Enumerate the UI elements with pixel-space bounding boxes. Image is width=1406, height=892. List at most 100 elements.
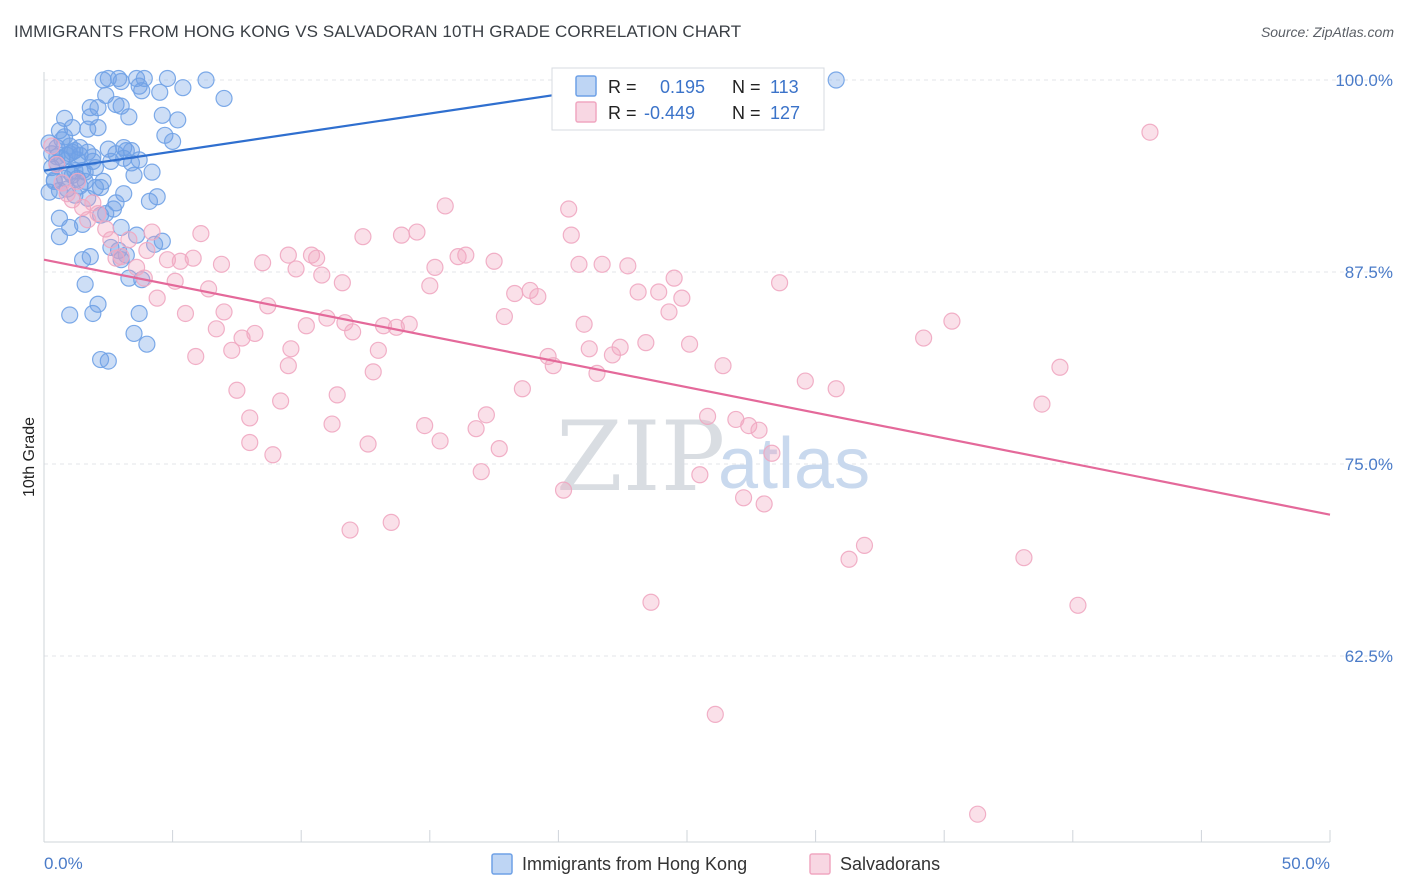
data-point	[855, 536, 874, 555]
data-point	[50, 209, 69, 227]
data-point	[593, 255, 611, 273]
legend-r-label-1: R =	[608, 77, 637, 97]
data-point	[241, 409, 259, 427]
data-point	[176, 304, 195, 323]
data-point	[73, 215, 92, 233]
data-point	[192, 225, 210, 243]
data-point	[151, 83, 169, 101]
data-point	[575, 315, 593, 333]
data-point	[915, 329, 933, 347]
data-point	[426, 258, 444, 276]
legend-swatch-salvadoran-bottom	[809, 853, 831, 875]
data-point	[323, 415, 341, 433]
data-point	[50, 228, 69, 246]
data-point	[827, 380, 845, 398]
data-point	[680, 335, 699, 353]
y-axis-label: 10th Grade	[21, 417, 38, 497]
y-tick-label-3: 62.5%	[1345, 647, 1393, 666]
source-credit: Source: ZipAtlas.com	[1260, 24, 1394, 40]
legend-r-value-2: -0.449	[644, 103, 695, 123]
data-point	[246, 324, 264, 343]
watermark-zip: ZIP	[556, 401, 725, 513]
data-point	[112, 72, 130, 91]
data-point	[943, 312, 961, 330]
trend-line-1	[43, 258, 1331, 516]
data-point	[279, 246, 297, 264]
data-point	[308, 249, 326, 267]
data-point	[706, 705, 724, 723]
data-point	[89, 119, 107, 137]
legend-r-label-2: R =	[608, 103, 637, 123]
data-point	[120, 231, 138, 249]
series-salvadoran-points	[43, 123, 1159, 823]
data-point	[84, 152, 102, 171]
data-point	[212, 255, 231, 273]
data-point	[102, 231, 120, 249]
data-point	[570, 255, 588, 273]
data-point	[174, 79, 192, 97]
data-point	[125, 324, 143, 343]
data-point	[611, 338, 629, 356]
data-point	[431, 432, 449, 450]
data-point	[135, 69, 153, 88]
data-point	[68, 172, 87, 190]
data-point	[302, 246, 321, 264]
data-point	[84, 148, 102, 166]
data-point	[215, 89, 233, 108]
data-point	[740, 417, 758, 435]
data-point	[272, 392, 290, 410]
data-point	[554, 481, 573, 499]
data-point	[691, 466, 709, 484]
data-point	[1051, 358, 1069, 376]
data-point	[84, 304, 102, 323]
data-point	[660, 303, 678, 321]
data-point	[665, 269, 683, 287]
legend-n-label-1: N =	[732, 77, 761, 97]
data-point	[228, 381, 246, 399]
data-point	[264, 446, 282, 464]
legend-swatch-hong-kong-bottom	[491, 853, 513, 875]
data-point	[153, 106, 171, 124]
data-point	[436, 197, 454, 215]
data-point	[43, 137, 61, 155]
data-point	[629, 283, 647, 301]
data-point	[416, 417, 434, 435]
data-point	[318, 309, 336, 327]
data-point	[969, 805, 987, 823]
data-point	[63, 143, 81, 161]
data-point	[130, 304, 148, 323]
correlation-legend: R = 0.195 N = 113 R = -0.449 N = 127	[551, 67, 825, 131]
data-point	[341, 521, 359, 539]
data-point	[467, 420, 485, 438]
data-point	[164, 132, 182, 151]
legend-n-value-2: 127	[770, 103, 800, 123]
data-point	[171, 252, 189, 270]
data-point	[89, 205, 107, 223]
watermark: ZIP atlas	[556, 401, 870, 513]
data-point	[650, 283, 668, 301]
data-point	[1015, 549, 1033, 567]
data-point	[1141, 123, 1159, 141]
data-point	[642, 593, 660, 611]
data-point	[560, 200, 578, 218]
y-tick-label-2: 75.0%	[1345, 455, 1393, 474]
data-point	[495, 307, 513, 326]
data-point	[490, 440, 508, 458]
data-point	[143, 223, 161, 241]
data-point	[287, 260, 305, 278]
data-point	[763, 444, 781, 462]
data-point	[233, 329, 251, 347]
data-point	[207, 320, 225, 338]
data-point	[55, 128, 74, 146]
y-tick-label-0: 100.0%	[1335, 71, 1393, 90]
data-point	[197, 71, 215, 89]
data-point	[827, 71, 845, 89]
data-point	[392, 226, 411, 244]
data-point	[148, 289, 166, 307]
data-point	[513, 380, 531, 398]
data-point	[148, 188, 166, 206]
data-point	[698, 407, 717, 425]
data-point	[89, 295, 107, 313]
data-point	[328, 386, 346, 404]
